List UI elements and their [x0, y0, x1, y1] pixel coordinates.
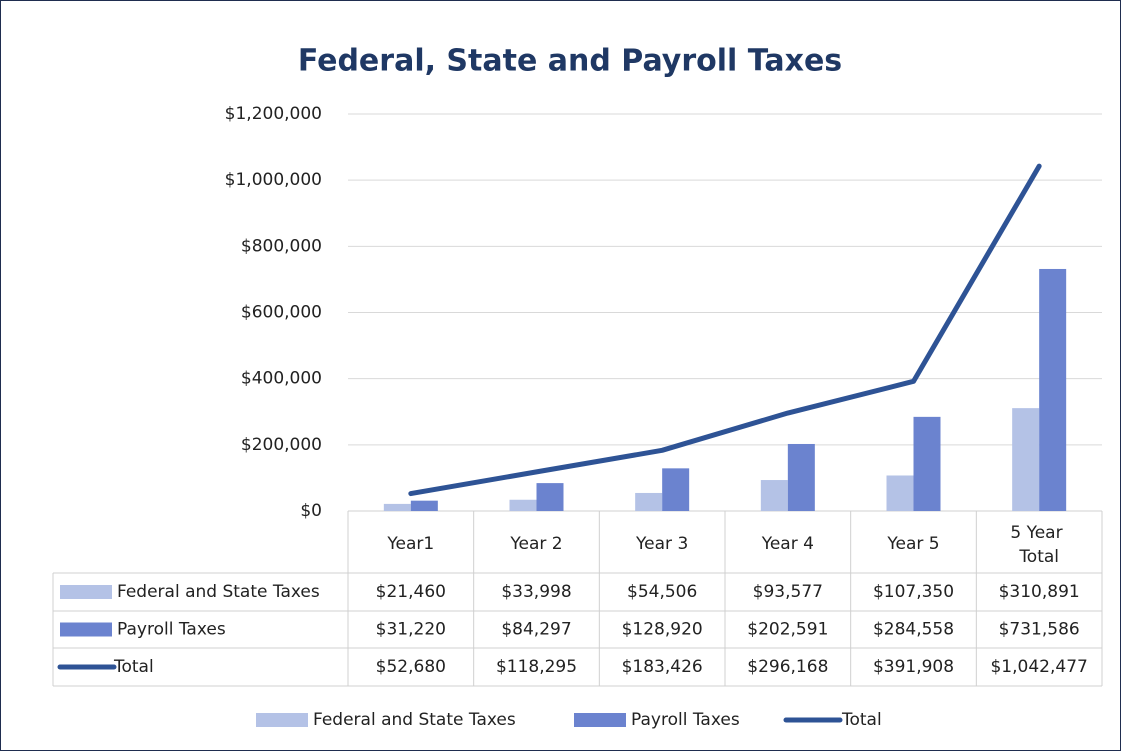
- table-cell: $1,042,477: [990, 657, 1087, 677]
- table-row-label: Federal and State Taxes: [117, 582, 320, 602]
- table-cell: $202,591: [747, 620, 828, 640]
- bar: [536, 483, 564, 511]
- table-cell: $731,586: [999, 620, 1080, 640]
- y-tick-label: $400,000: [241, 369, 322, 389]
- chart-title: Federal, State and Payroll Taxes: [298, 44, 842, 79]
- table-legend-key: [60, 622, 112, 637]
- bar: [787, 443, 815, 511]
- table-cell: $54,506: [627, 582, 697, 602]
- bar: [886, 475, 914, 511]
- bar: [760, 480, 788, 511]
- x-tick-label: Year 2: [509, 534, 562, 554]
- bar: [913, 416, 941, 511]
- x-tick-label: Year 4: [761, 534, 814, 554]
- bar: [383, 503, 411, 511]
- legend-key: [574, 713, 626, 727]
- y-tick-label: $600,000: [241, 303, 322, 323]
- table-cell: $391,908: [873, 657, 954, 677]
- x-tick-label: 5 Year Total: [1010, 523, 1068, 567]
- table-cell: $107,350: [873, 582, 954, 602]
- bar: [1012, 408, 1040, 511]
- table-cell: $183,426: [622, 657, 703, 677]
- bar: [635, 492, 663, 511]
- table-cell: $33,998: [501, 582, 571, 602]
- table-cell: $84,297: [501, 620, 571, 640]
- y-tick-label: $1,200,000: [225, 104, 322, 124]
- bar: [509, 499, 537, 511]
- bar: [1039, 268, 1067, 511]
- x-tick-label: Year 3: [635, 534, 688, 554]
- table-cell: $284,558: [873, 620, 954, 640]
- bar: [410, 500, 438, 511]
- table-cell: $310,891: [999, 582, 1080, 602]
- y-tick-label: $800,000: [241, 236, 322, 256]
- table-row-label: Payroll Taxes: [117, 620, 226, 640]
- table-legend-key: [60, 585, 112, 599]
- table-cell: $118,295: [496, 657, 577, 677]
- y-tick-label: $1,000,000: [225, 170, 322, 190]
- bar: [662, 468, 690, 511]
- table-row-label: Total: [113, 657, 154, 677]
- legend-label: Payroll Taxes: [631, 710, 740, 730]
- legend-key: [256, 713, 308, 727]
- total-line: [408, 163, 1042, 497]
- x-tick-label: Year 5: [886, 534, 939, 554]
- y-tick-label: $200,000: [241, 435, 322, 455]
- table-cell: $128,920: [622, 620, 703, 640]
- legend-label: Federal and State Taxes: [313, 710, 516, 730]
- table-cell: $31,220: [376, 620, 446, 640]
- table-cell: $52,680: [376, 657, 446, 677]
- y-tick-label: $0: [300, 501, 322, 521]
- table-cell: $296,168: [747, 657, 828, 677]
- x-tick-label: Year1: [386, 534, 434, 554]
- table-cell: $93,577: [753, 582, 823, 602]
- legend-label: Total: [841, 710, 882, 730]
- table-cell: $21,460: [376, 582, 446, 602]
